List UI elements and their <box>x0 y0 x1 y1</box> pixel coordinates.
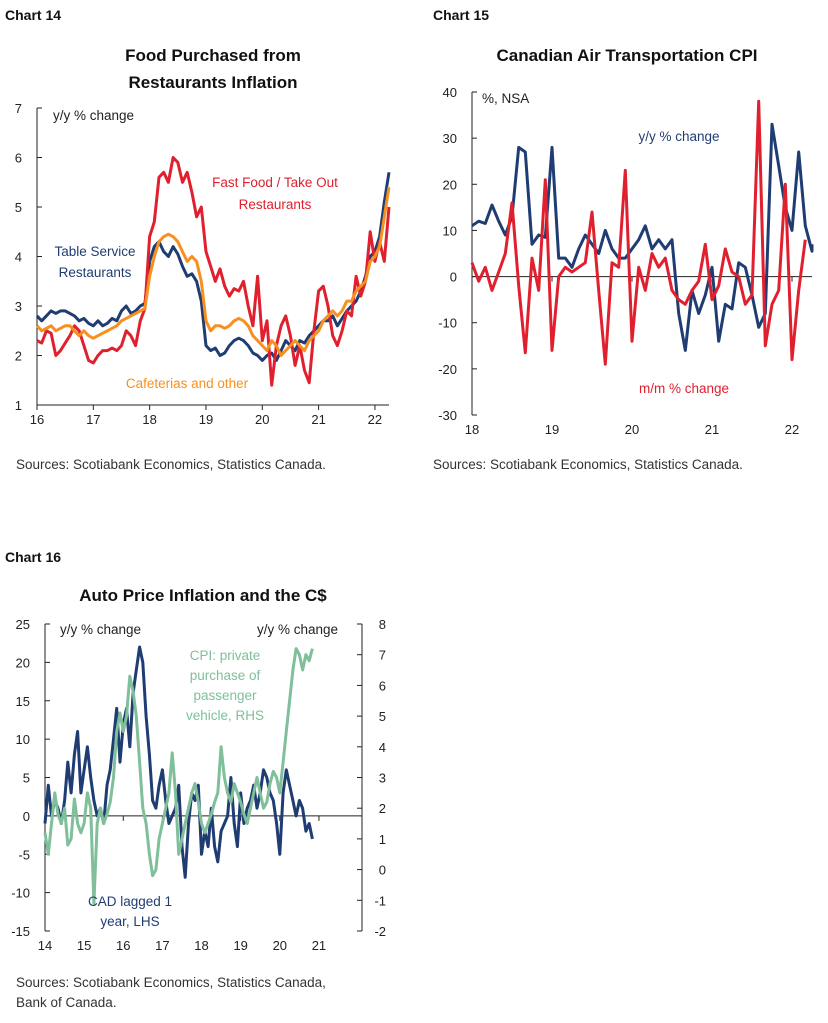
y-tick-label: -20 <box>438 362 457 377</box>
y-tick-label-right: -1 <box>374 893 386 908</box>
chart16: Chart 16 Auto Price Inflation and the C$ -… <box>5 549 386 1010</box>
x-tick-label: 21 <box>312 938 326 953</box>
x-tick-label: 14 <box>38 938 52 953</box>
y-tick-label: 20 <box>443 177 457 192</box>
x-tick-label: 20 <box>255 412 269 427</box>
y-tick-label: 2 <box>15 349 22 364</box>
source-note: Sources: Scotiabank Economics, Statistic… <box>16 457 326 472</box>
x-tick-label: 17 <box>86 412 100 427</box>
series-line-cafe <box>35 186 391 357</box>
y-axis-label-left: y/y % change <box>60 622 141 637</box>
y-tick-label: 5 <box>23 771 30 786</box>
series-annotation-cpi: purchase of <box>190 668 261 683</box>
y-tick-label: 15 <box>16 694 30 709</box>
y-tick-label: 7 <box>15 101 22 116</box>
y-tick-label: 30 <box>443 131 457 146</box>
series-line-yoy <box>471 122 814 352</box>
series-line-fast <box>36 156 391 387</box>
y-tick-label: 10 <box>443 223 457 238</box>
chart-title: Canadian Air Transportation CPI <box>496 46 757 65</box>
source-note: Sources: Scotiabank Economics, Statistic… <box>433 457 743 472</box>
y-tick-label: -15 <box>11 924 30 939</box>
series-annotation-cpi: CPI: private <box>190 648 261 663</box>
chart15: Chart 15 Canadian Air Transportation CPI -… <box>433 7 814 472</box>
chart-label: Chart 15 <box>433 7 489 23</box>
x-tick-label: 18 <box>142 412 156 427</box>
y-tick-label-right: 6 <box>379 678 386 693</box>
source-note: Bank of Canada. <box>16 995 117 1010</box>
x-tick-label: 16 <box>116 938 130 953</box>
x-tick-label: 17 <box>155 938 169 953</box>
y-tick-label: 40 <box>443 85 457 100</box>
series-line-cad <box>43 645 314 879</box>
y-tick-label: -10 <box>438 316 457 331</box>
y-tick-label: 5 <box>15 200 22 215</box>
series-annotation-cad: year, LHS <box>100 914 159 929</box>
series-annotation-cpi: passenger <box>193 688 257 703</box>
y-axis-label: %, NSA <box>482 91 529 106</box>
chart14: Chart 14 Food Purchased from Restaurants I… <box>5 7 391 472</box>
series-annotation-fast: Restaurants <box>239 197 312 212</box>
y-tick-label-right: 1 <box>379 832 386 847</box>
x-tick-label: 20 <box>625 422 639 437</box>
chart-label: Chart 14 <box>5 7 61 23</box>
x-tick-label: 21 <box>311 412 325 427</box>
series-annotation-table: Table Service <box>54 244 135 259</box>
x-tick-label: 18 <box>465 422 479 437</box>
chart-title: Restaurants Inflation <box>128 73 297 92</box>
series-line-mom <box>470 99 807 366</box>
x-tick-label: 16 <box>30 412 44 427</box>
series-annotation-cpi: vehicle, RHS <box>186 708 264 723</box>
x-tick-label: 21 <box>705 422 719 437</box>
series-annotation-mom: m/m % change <box>639 381 729 396</box>
x-tick-label: 19 <box>233 938 247 953</box>
y-tick-label-right: 2 <box>379 801 386 816</box>
y-tick-label: 0 <box>450 270 457 285</box>
y-tick-label-right: 0 <box>379 863 386 878</box>
y-tick-label-right: 4 <box>379 740 386 755</box>
y-tick-label-right: 5 <box>379 709 386 724</box>
series-annotation-cafe: Cafeterias and other <box>126 376 249 391</box>
x-tick-label: 20 <box>273 938 287 953</box>
series-annotation-fast: Fast Food / Take Out <box>212 175 338 190</box>
chart-title: Food Purchased from <box>125 46 301 65</box>
y-tick-label: -5 <box>18 847 30 862</box>
y-tick-label: 25 <box>16 617 30 632</box>
chart-title: Auto Price Inflation and the C$ <box>79 586 327 605</box>
series-line-cpi <box>43 647 314 905</box>
y-axis-label: y/y % change <box>53 108 134 123</box>
x-tick-label: 19 <box>545 422 559 437</box>
y-tick-label: 20 <box>16 655 30 670</box>
source-note: Sources: Scotiabank Economics, Statistic… <box>16 975 326 990</box>
y-tick-label-right: 3 <box>379 771 386 786</box>
series-annotation-table: Restaurants <box>59 265 132 280</box>
x-tick-label: 22 <box>785 422 799 437</box>
y-tick-label: 1 <box>15 398 22 413</box>
y-tick-label: 4 <box>15 250 22 265</box>
y-tick-label-right: -2 <box>374 924 386 939</box>
x-tick-label: 19 <box>199 412 213 427</box>
y-tick-label-right: 8 <box>379 617 386 632</box>
y-tick-label: 3 <box>15 299 22 314</box>
y-tick-label: -30 <box>438 408 457 423</box>
y-tick-label: -10 <box>11 886 30 901</box>
y-tick-label: 10 <box>16 732 30 747</box>
chart-label: Chart 16 <box>5 549 61 565</box>
x-tick-label: 22 <box>368 412 382 427</box>
series-annotation-yoy: y/y % change <box>638 129 719 144</box>
y-axis-label-right: y/y % change <box>257 622 338 637</box>
series-annotation-cad: CAD lagged 1 <box>88 894 172 909</box>
y-tick-label: 0 <box>23 809 30 824</box>
y-tick-label: 6 <box>15 151 22 166</box>
x-tick-label: 15 <box>77 938 91 953</box>
x-tick-label: 18 <box>194 938 208 953</box>
y-tick-label-right: 7 <box>379 648 386 663</box>
